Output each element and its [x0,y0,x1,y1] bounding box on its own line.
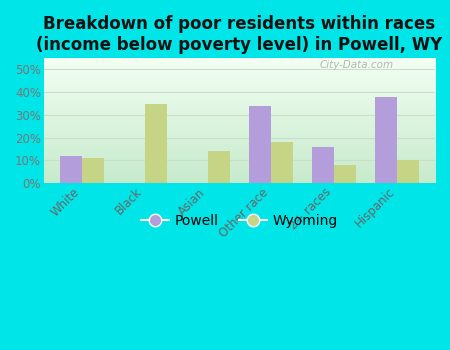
Text: City-Data.com: City-Data.com [320,60,394,70]
Bar [145,104,167,183]
Bar [271,142,293,183]
Bar [397,160,419,183]
Bar [334,165,356,183]
Bar [312,147,334,183]
Bar [81,158,104,183]
Bar [249,106,271,183]
Legend: Powell, Wyoming: Powell, Wyoming [135,208,343,233]
Bar [208,151,230,183]
Title: Breakdown of poor residents within races
(income below poverty level) in Powell,: Breakdown of poor residents within races… [36,15,442,54]
Bar [59,156,81,183]
Bar [375,97,397,183]
